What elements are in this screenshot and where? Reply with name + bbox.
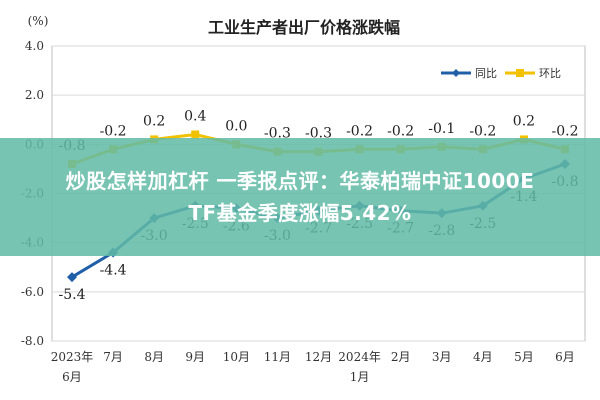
x-tick-label: 12月 <box>305 350 332 364</box>
y-tick-label: 2.0 <box>25 88 44 102</box>
x-tick-label: 2月 <box>391 350 411 364</box>
data-label: -0.3 <box>264 126 291 142</box>
x-tick-label: 11月 <box>264 350 291 364</box>
mom-point <box>191 130 200 139</box>
data-label: 0.2 <box>513 113 535 129</box>
data-label: 0.4 <box>184 109 206 125</box>
y-axis-label: (%) <box>28 14 49 28</box>
x-tick-label: 3月 <box>432 350 452 364</box>
y-tick-label: -8.0 <box>21 334 44 348</box>
data-label: 0.0 <box>225 118 247 134</box>
chart-title: 工业生产者出厂价格涨跌幅 <box>208 18 400 37</box>
yoy-point <box>67 272 77 283</box>
data-label: -0.3 <box>305 126 332 142</box>
x-tick-label: 7月 <box>103 350 123 364</box>
legend-marker <box>452 69 460 77</box>
headline-line-1: 炒股怎样加杠杆 一季报点评：华泰柏瑞中证1000E <box>65 169 535 193</box>
data-label: 0.2 <box>143 113 165 129</box>
legend-label: 同比 <box>475 67 497 80</box>
data-label: -0.2 <box>387 123 414 139</box>
x-tick-label: 6月 <box>555 350 575 364</box>
data-label: -0.2 <box>552 123 579 139</box>
x-tick-label: 9月 <box>185 350 205 364</box>
x-tick-label: 2023年 6月 <box>51 350 94 384</box>
x-tick-label: 4月 <box>473 350 493 364</box>
data-label: -0.2 <box>346 123 373 139</box>
data-label: -4.4 <box>100 263 127 279</box>
y-tick-label: -6.0 <box>21 285 44 299</box>
y-tick-label: 4.0 <box>25 39 44 53</box>
legend-label: 环比 <box>539 67 561 80</box>
x-tick-label: 5月 <box>514 350 534 364</box>
x-tick-label: 8月 <box>144 350 164 364</box>
x-tick-label: 2024年 1月 <box>338 350 381 384</box>
legend-marker <box>516 69 524 77</box>
article-headline-banner[interactable]: 炒股怎样加杠杆 一季报点评：华泰柏瑞中证1000E TF基金季度涨幅5.42% <box>0 138 600 256</box>
data-label: -0.2 <box>100 123 127 139</box>
headline-line-2: TF基金季度涨幅5.42% <box>188 201 412 225</box>
data-label: -0.1 <box>428 121 455 137</box>
data-label: -5.4 <box>59 287 86 303</box>
data-label: -0.2 <box>469 123 496 139</box>
x-tick-label: 10月 <box>223 350 250 364</box>
